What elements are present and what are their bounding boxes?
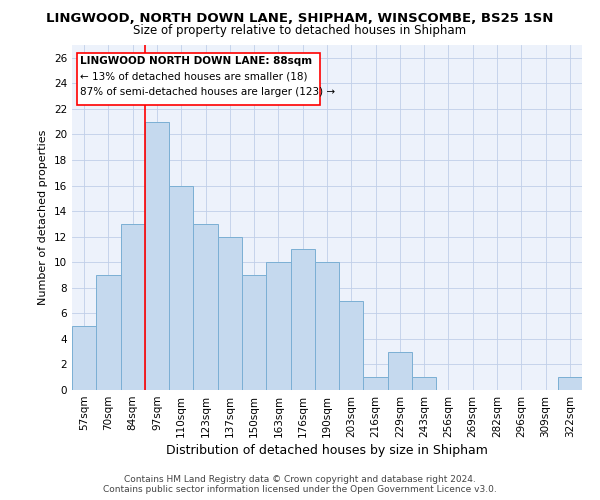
Bar <box>388 352 412 390</box>
Bar <box>315 262 339 390</box>
Text: LINGWOOD NORTH DOWN LANE: 88sqm: LINGWOOD NORTH DOWN LANE: 88sqm <box>80 56 313 66</box>
Text: Contains public sector information licensed under the Open Government Licence v3: Contains public sector information licen… <box>103 485 497 494</box>
Y-axis label: Number of detached properties: Number of detached properties <box>38 130 49 305</box>
Text: Size of property relative to detached houses in Shipham: Size of property relative to detached ho… <box>133 24 467 37</box>
Text: LINGWOOD, NORTH DOWN LANE, SHIPHAM, WINSCOMBE, BS25 1SN: LINGWOOD, NORTH DOWN LANE, SHIPHAM, WINS… <box>46 12 554 26</box>
Bar <box>339 300 364 390</box>
X-axis label: Distribution of detached houses by size in Shipham: Distribution of detached houses by size … <box>166 444 488 457</box>
Bar <box>218 236 242 390</box>
Text: ← 13% of detached houses are smaller (18): ← 13% of detached houses are smaller (18… <box>80 71 308 81</box>
FancyBboxPatch shape <box>77 52 320 105</box>
Text: 87% of semi-detached houses are larger (123) →: 87% of semi-detached houses are larger (… <box>80 86 335 97</box>
Bar <box>96 275 121 390</box>
Bar <box>242 275 266 390</box>
Bar <box>193 224 218 390</box>
Bar <box>72 326 96 390</box>
Bar <box>558 377 582 390</box>
Bar <box>145 122 169 390</box>
Bar <box>266 262 290 390</box>
Bar <box>412 377 436 390</box>
Bar <box>364 377 388 390</box>
Bar <box>121 224 145 390</box>
Bar <box>169 186 193 390</box>
Bar <box>290 250 315 390</box>
Text: Contains HM Land Registry data © Crown copyright and database right 2024.: Contains HM Land Registry data © Crown c… <box>124 475 476 484</box>
